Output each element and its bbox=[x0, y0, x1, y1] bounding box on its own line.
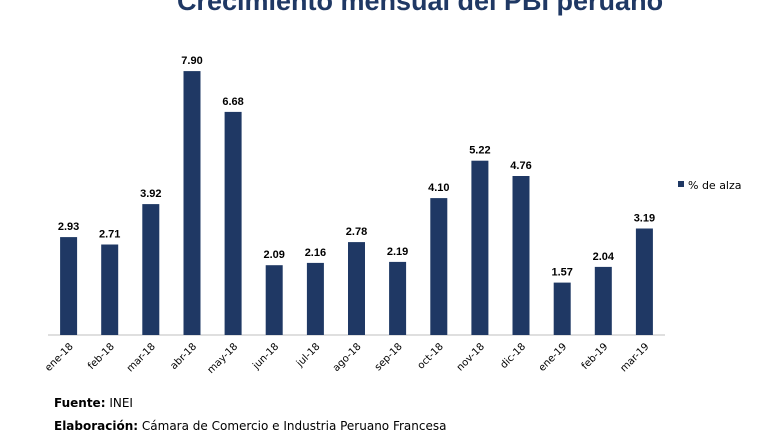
value-label-jun-18: 2.09 bbox=[263, 249, 284, 261]
legend: % de alza bbox=[678, 179, 742, 192]
bar-feb-18 bbox=[101, 244, 119, 335]
tick-label-nov-18: nov-18 bbox=[455, 341, 487, 373]
bar-mar-18 bbox=[142, 204, 160, 335]
bar-abr-18 bbox=[183, 71, 201, 335]
value-labels-group: 2.93 2.71 3.92 7.90 6.68 2.09 2.16 2.78 2.19 4.10… bbox=[58, 55, 655, 279]
value-label-ene-18: 2.93 bbox=[58, 221, 79, 233]
value-label-jul-18: 2.16 bbox=[305, 247, 326, 259]
tick-label-mar-19: mar-19 bbox=[619, 341, 652, 374]
legend-swatch bbox=[678, 181, 684, 187]
tick-label-feb-19: feb-19 bbox=[580, 341, 611, 372]
tick-label-feb-18: feb-18 bbox=[86, 341, 117, 372]
value-label-mar-18: 3.92 bbox=[140, 188, 161, 200]
tick-label-ago-18: ago-18 bbox=[331, 341, 364, 374]
source-value: INEI bbox=[109, 396, 133, 410]
bars-group bbox=[60, 71, 653, 336]
tick-label-jul-18: jul-18 bbox=[294, 341, 322, 369]
value-label-dic-18: 4.76 bbox=[510, 160, 531, 172]
tick-label-ene-18: ene-18 bbox=[43, 341, 76, 374]
source-label: Fuente: bbox=[54, 396, 106, 410]
value-label-nov-18: 5.22 bbox=[469, 145, 490, 157]
value-label-feb-18: 2.71 bbox=[99, 229, 120, 241]
tick-label-dic-18: dic-18 bbox=[498, 341, 528, 371]
value-label-abr-18: 7.90 bbox=[181, 55, 202, 67]
value-label-may-18: 6.68 bbox=[222, 96, 243, 108]
bar-dic-18 bbox=[512, 176, 530, 335]
legend-label: % de alza bbox=[688, 179, 742, 192]
tick-label-mar-18: mar-18 bbox=[125, 341, 158, 374]
value-label-feb-19: 2.04 bbox=[593, 251, 615, 263]
value-label-sep-18: 2.19 bbox=[387, 246, 408, 258]
tick-label-abr-18: abr-18 bbox=[169, 341, 200, 372]
bar-ene-19 bbox=[553, 282, 571, 335]
bar-feb-19 bbox=[594, 266, 612, 335]
credit-value: Cámara de Comercio e Industria Peruano F… bbox=[141, 419, 447, 433]
bar-nov-18 bbox=[471, 160, 489, 335]
value-label-oct-18: 4.10 bbox=[428, 182, 449, 194]
value-label-ene-19: 1.57 bbox=[551, 267, 572, 279]
tick-label-jun-18: jun-18 bbox=[250, 341, 281, 372]
bar-ago-18 bbox=[348, 242, 365, 335]
chart-title: Crecimiento mensual del PBI peruano bbox=[176, 0, 664, 16]
credit-label: Elaboración: bbox=[54, 419, 139, 433]
footer-credit: Elaboración: Cámara de Comercio e Indust… bbox=[54, 419, 446, 433]
bar-jun-18 bbox=[265, 265, 283, 335]
tick-labels-group: ene-18 feb-18 mar-18 abr-18 may-18 jun-18 jul-… bbox=[43, 341, 651, 376]
bar-sep-18 bbox=[389, 261, 407, 335]
tick-label-oct-18: oct-18 bbox=[416, 341, 446, 371]
bar-oct-18 bbox=[430, 198, 448, 335]
value-label-mar-19: 3.19 bbox=[634, 213, 655, 225]
bar-ene-18 bbox=[60, 237, 78, 335]
tick-label-may-18: may-18 bbox=[206, 341, 241, 376]
tick-label-ene-19: ene-19 bbox=[537, 341, 570, 374]
bar-may-18 bbox=[224, 111, 242, 336]
footer-source: Fuente: INEI bbox=[54, 396, 133, 410]
bar-mar-19 bbox=[635, 228, 653, 335]
tick-label-sep-18: sep-18 bbox=[373, 341, 405, 373]
bar-jul-18 bbox=[306, 262, 324, 335]
value-label-ago-18: 2.78 bbox=[346, 226, 367, 238]
